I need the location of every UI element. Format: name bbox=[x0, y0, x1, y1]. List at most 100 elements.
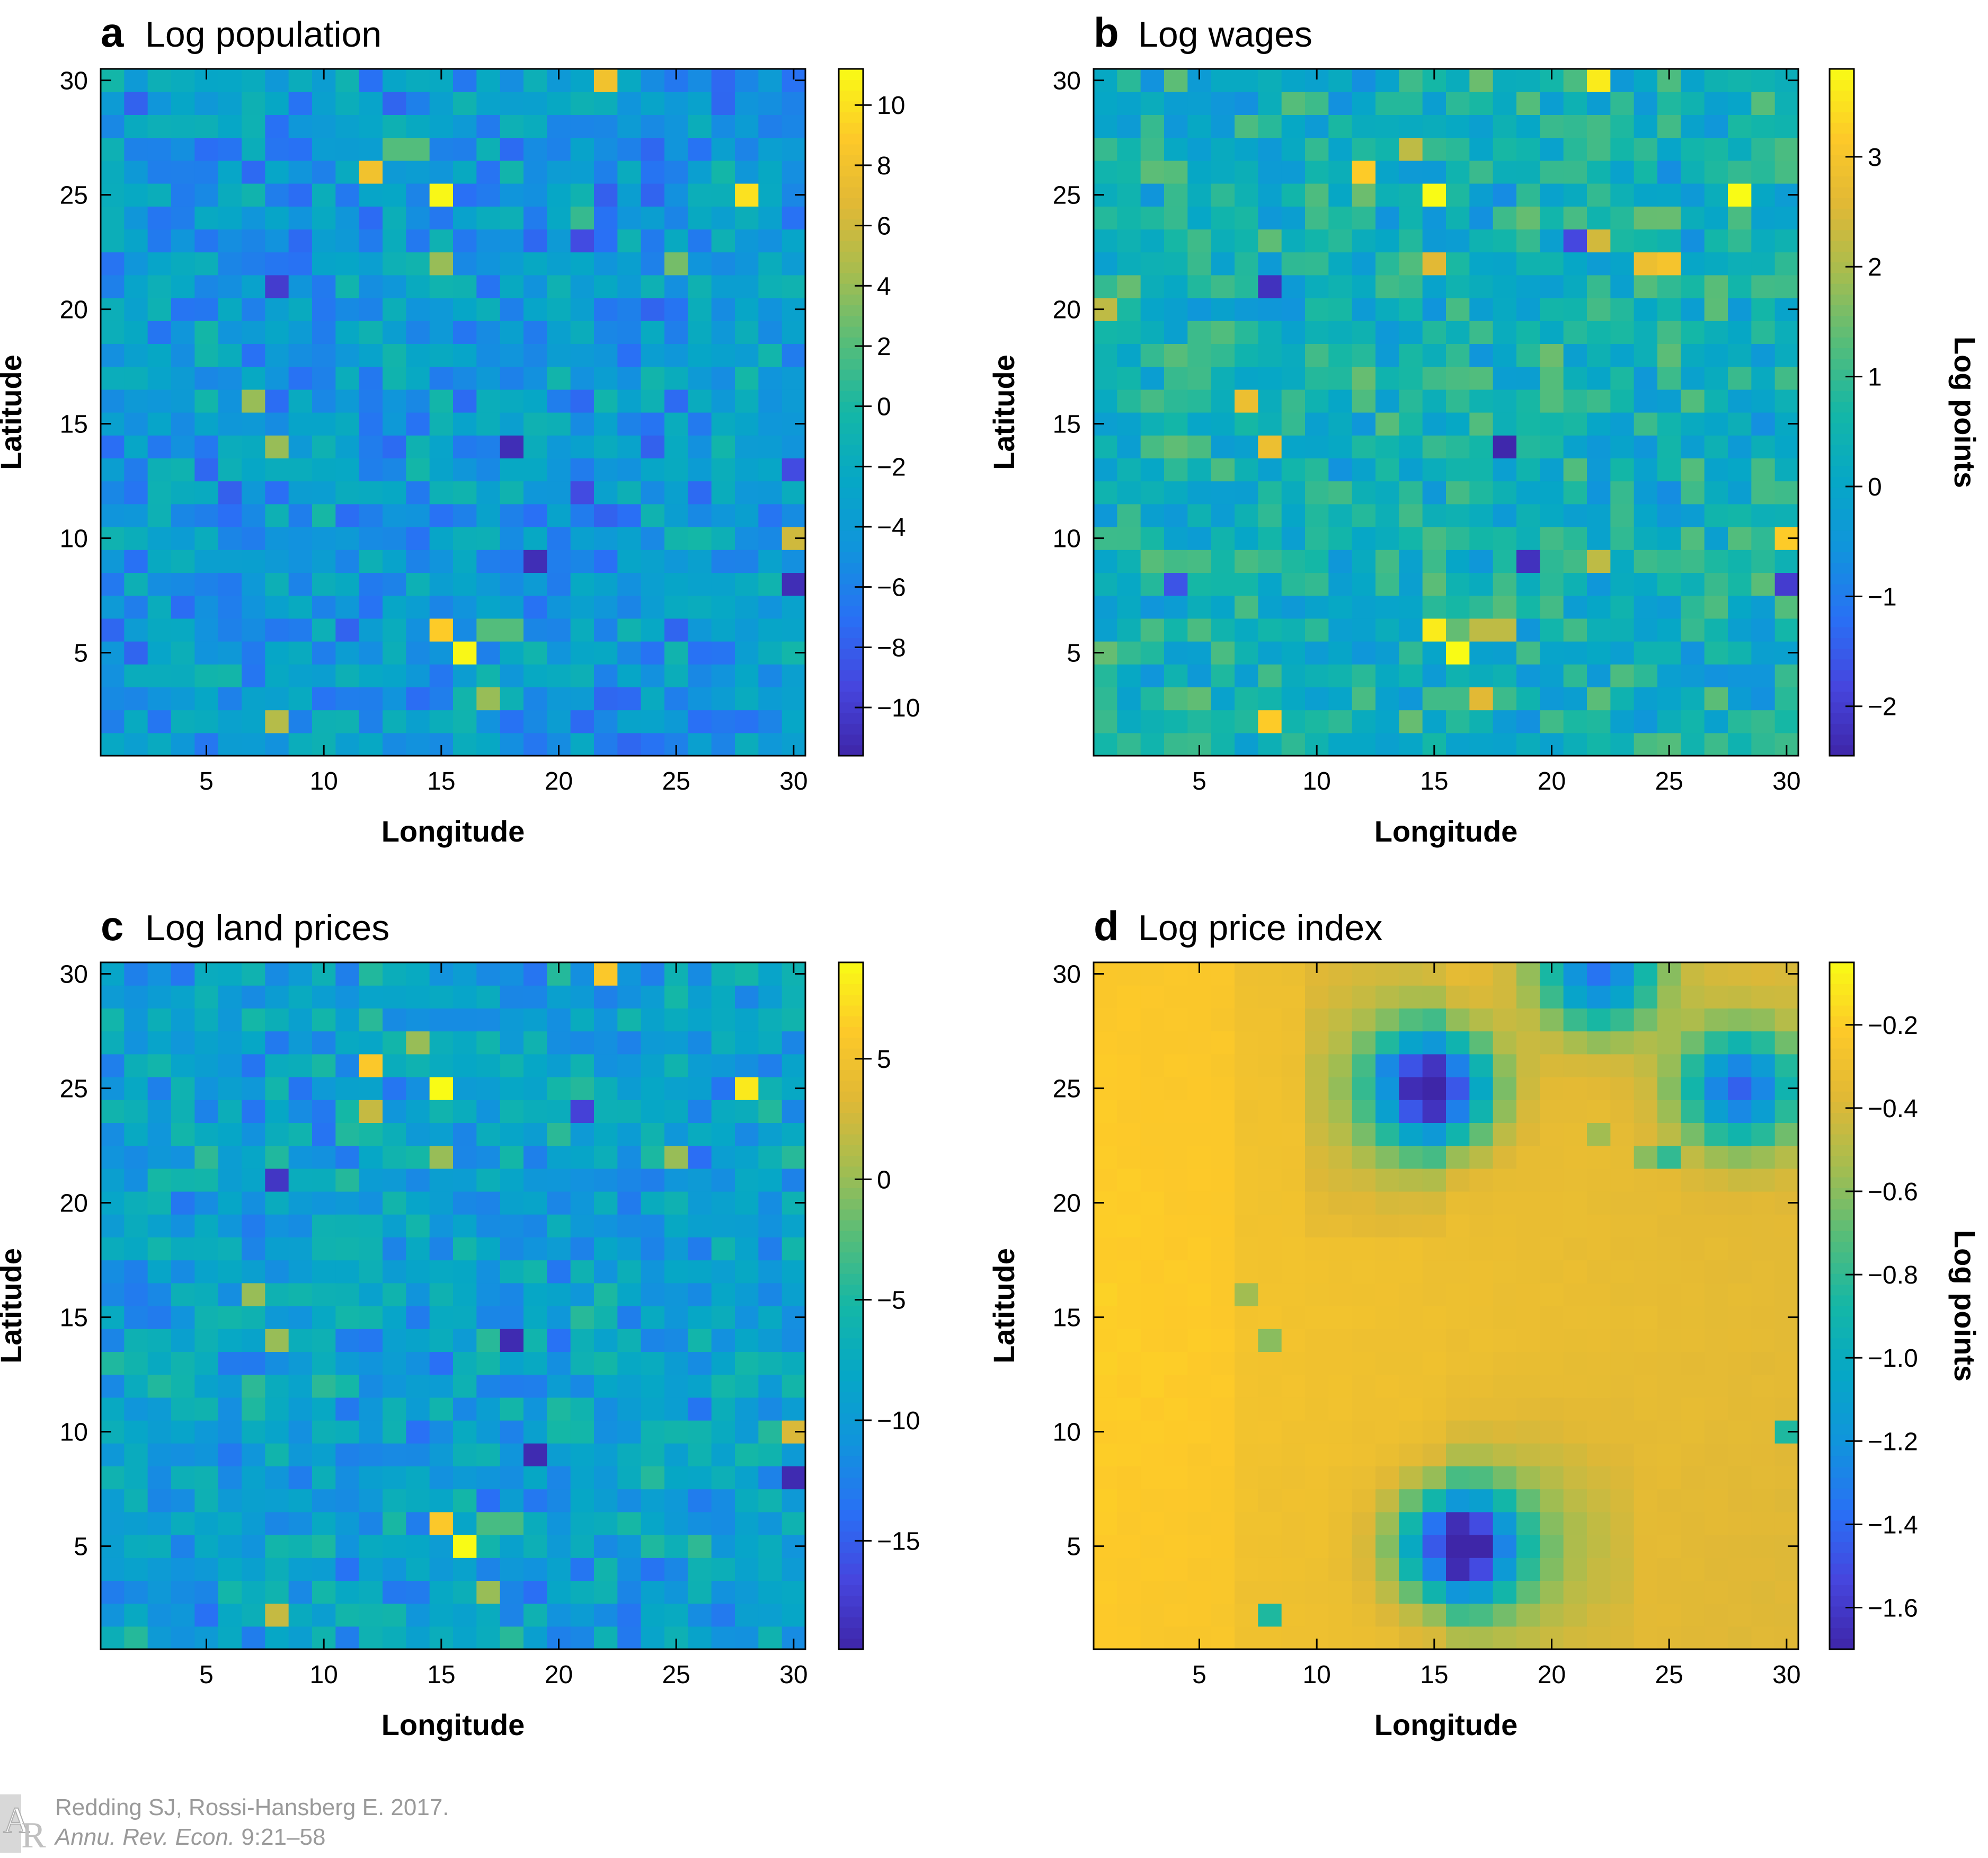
heatmap-cell bbox=[194, 710, 219, 733]
heatmap-cell bbox=[1446, 252, 1470, 276]
heatmap-cell bbox=[688, 343, 712, 367]
heatmap-cell bbox=[359, 1214, 383, 1237]
heatmap-cell bbox=[1610, 275, 1635, 298]
colorbar-swatch bbox=[1830, 337, 1854, 349]
colorbar-swatch bbox=[1830, 1027, 1854, 1038]
heatmap-cell bbox=[1774, 1145, 1799, 1169]
heatmap-cell bbox=[429, 92, 454, 115]
heatmap-cell bbox=[570, 1580, 594, 1604]
heatmap-cell bbox=[617, 710, 642, 733]
heatmap-cell bbox=[1352, 1489, 1376, 1512]
heatmap-cell bbox=[335, 1443, 360, 1466]
heatmap-cell bbox=[1657, 527, 1681, 550]
heatmap-cell bbox=[101, 114, 125, 138]
heatmap-cell bbox=[359, 618, 383, 642]
heatmap-cell bbox=[617, 1558, 642, 1581]
heatmap-cell bbox=[1469, 1168, 1494, 1192]
colorbar-swatch bbox=[839, 1327, 863, 1339]
heatmap-cell bbox=[1516, 1489, 1540, 1512]
heatmap-cell bbox=[1235, 550, 1258, 573]
colorbar-swatch bbox=[1830, 713, 1854, 724]
heatmap-cell bbox=[218, 503, 242, 527]
heatmap-cell bbox=[523, 1351, 547, 1375]
colorbar-swatch bbox=[839, 1627, 863, 1639]
heatmap-cell bbox=[1305, 1489, 1329, 1512]
heatmap-cell bbox=[500, 1603, 524, 1627]
heatmap-cell bbox=[476, 1306, 501, 1329]
heatmap-cell bbox=[406, 962, 430, 986]
heatmap-cell bbox=[1187, 321, 1212, 344]
heatmap-cell bbox=[1375, 1031, 1399, 1055]
heatmap-cell bbox=[242, 1008, 265, 1032]
heatmap-cell bbox=[617, 229, 642, 253]
colorbar-swatch bbox=[839, 165, 863, 177]
heatmap-cell bbox=[1610, 229, 1635, 253]
heatmap-cell bbox=[1305, 1260, 1329, 1284]
heatmap-cell bbox=[171, 1214, 195, 1237]
heatmap-cell bbox=[1469, 527, 1494, 550]
heatmap-cell bbox=[1469, 503, 1494, 527]
heatmap-cell bbox=[1587, 1511, 1611, 1535]
heatmap-cell bbox=[453, 1351, 477, 1375]
heatmap-cell bbox=[1540, 160, 1564, 184]
heatmap-cell bbox=[570, 572, 594, 596]
heatmap-cell bbox=[1587, 1558, 1611, 1581]
heatmap-cell bbox=[1281, 1374, 1306, 1398]
heatmap-cell bbox=[1681, 1580, 1705, 1604]
heatmap-cell bbox=[523, 1077, 547, 1100]
heatmap-cell bbox=[782, 1145, 806, 1169]
heatmap-cell bbox=[1281, 1443, 1306, 1466]
heatmap-cell bbox=[523, 206, 547, 229]
heatmap-cell bbox=[1281, 1122, 1306, 1146]
colorbar-tick-label: −6 bbox=[877, 574, 906, 602]
heatmap-cell bbox=[1094, 114, 1117, 138]
heatmap-cell bbox=[1422, 1168, 1446, 1192]
heatmap-cell bbox=[101, 710, 125, 733]
heatmap-cell bbox=[265, 985, 289, 1008]
heatmap-cell bbox=[1681, 1511, 1705, 1535]
x-tick-label: 10 bbox=[1302, 1661, 1330, 1689]
x-tick-label: 20 bbox=[545, 767, 573, 795]
colorbar-swatch bbox=[1830, 401, 1854, 413]
heatmap-cell bbox=[242, 1145, 265, 1169]
heatmap-cell bbox=[453, 962, 477, 986]
heatmap-cell bbox=[1540, 1031, 1564, 1055]
heatmap-cell bbox=[1235, 435, 1258, 458]
heatmap-cell bbox=[1728, 1489, 1752, 1512]
heatmap-cell bbox=[1563, 595, 1587, 619]
heatmap-cell bbox=[429, 114, 454, 138]
heatmap-cell bbox=[664, 503, 688, 527]
heatmap-cell bbox=[429, 1443, 454, 1466]
heatmap-cell bbox=[1117, 732, 1141, 756]
heatmap-cell bbox=[265, 527, 289, 550]
heatmap-cell bbox=[1375, 1351, 1399, 1375]
heatmap-cell bbox=[1469, 69, 1494, 92]
heatmap-cell bbox=[1610, 389, 1635, 413]
heatmap-cell bbox=[1540, 321, 1564, 344]
heatmap-cell bbox=[453, 1145, 477, 1169]
heatmap-cell bbox=[688, 1168, 712, 1192]
heatmap-cell bbox=[1587, 137, 1611, 161]
heatmap-cell bbox=[1681, 1168, 1705, 1192]
heatmap-cell bbox=[1610, 1511, 1635, 1535]
heatmap-cell bbox=[1164, 687, 1188, 711]
colorbar-swatch bbox=[839, 90, 863, 102]
heatmap-cell bbox=[1187, 481, 1212, 505]
heatmap-cell bbox=[547, 641, 571, 665]
colorbar-swatch bbox=[1830, 101, 1854, 112]
heatmap-cell bbox=[218, 1145, 242, 1169]
heatmap-cell bbox=[1352, 1603, 1376, 1627]
heatmap-cell bbox=[1563, 1306, 1587, 1329]
heatmap-cell bbox=[1352, 985, 1376, 1008]
heatmap-cell bbox=[218, 1168, 242, 1192]
heatmap-cell bbox=[1469, 1237, 1494, 1261]
heatmap-cell bbox=[429, 412, 454, 436]
heatmap-cell bbox=[1540, 1535, 1564, 1558]
heatmap-cell bbox=[1164, 435, 1188, 458]
heatmap-cell bbox=[1352, 710, 1376, 733]
heatmap-cell bbox=[1751, 595, 1776, 619]
heatmap-cell bbox=[1634, 1511, 1658, 1535]
heatmap-cell bbox=[1235, 183, 1258, 207]
heatmap-cell bbox=[242, 389, 265, 413]
heatmap-cell bbox=[383, 160, 406, 184]
